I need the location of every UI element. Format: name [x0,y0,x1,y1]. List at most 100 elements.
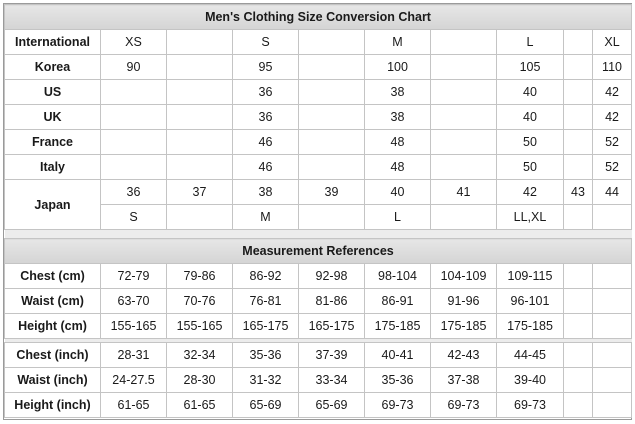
table-body: Men's Clothing Size Conversion Chart Int… [3,4,633,418]
table-cell: 50 [496,129,564,155]
measurement-title: Measurement References [3,238,633,264]
table-cell: 70-76 [166,288,233,314]
japan-row-numbers: Japan 36 37 38 39 40 41 42 43 44 [4,179,633,230]
table-cell: 109-115 [496,263,564,289]
table-cell: 65-69 [298,392,365,418]
table-cell: XS [100,29,167,55]
row-label: France [4,129,101,155]
table-cell: 69-73 [364,392,431,418]
row-label: Height (cm) [4,313,101,339]
table-cell: 33-34 [298,367,365,393]
size-row: International XS S M L XL [4,29,633,55]
table-cell: 86-92 [232,263,299,289]
table-cell: M [364,29,431,55]
size-conversion-chart: Men's Clothing Size Conversion Chart Int… [3,3,633,420]
table-cell: 91-96 [430,288,497,314]
table-cell [591,342,633,368]
row-label: Japan [4,179,101,230]
row-label: UK [4,104,101,130]
table-cell [591,204,633,230]
table-cell [563,342,593,368]
inch-row: Waist (inch) 24-27.5 28-30 31-32 33-34 35-36 3… [4,367,633,393]
table-cell [298,204,365,230]
table-cell: 43 [563,179,593,205]
table-cell: 155-165 [100,313,167,339]
table-cell [563,288,593,314]
cm-row: Height (cm) 155-165 155-165 165-175 165-175 1… [4,313,633,339]
table-cell [563,79,593,105]
table-cell: 52 [591,129,633,155]
title-row: Men's Clothing Size Conversion Chart [3,4,633,30]
table-cell: 38 [364,79,431,105]
table-cell: 155-165 [166,313,233,339]
table-cell [591,313,633,339]
table-cell: 95 [232,54,299,80]
measurement-header-row: Measurement References [3,238,633,264]
table-cell: LL,XL [496,204,564,230]
table-cell: 105 [496,54,564,80]
row-label: Waist (cm) [4,288,101,314]
table-cell: 44 [591,179,633,205]
table-cell [591,367,633,393]
table-cell [563,367,593,393]
table-cell: 37-39 [298,342,365,368]
table-cell: L [364,204,431,230]
table-cell: 69-73 [430,392,497,418]
table-cell [298,104,365,130]
table-cell: 72-79 [100,263,167,289]
row-label: International [4,29,101,55]
size-row: Italy 46 48 50 52 [4,154,633,180]
table-cell: 36 [232,104,299,130]
table-cell: 35-36 [364,367,431,393]
table-cell: 175-185 [364,313,431,339]
cm-row: Chest (cm) 72-79 79-86 86-92 92-98 98-104 104-… [4,263,633,289]
table-cell [298,29,365,55]
row-label: Height (inch) [4,392,101,418]
table-cell [430,104,497,130]
table-cell [298,129,365,155]
size-row: UK 36 38 40 42 [4,104,633,130]
table-cell: 76-81 [232,288,299,314]
table-cell: S [232,29,299,55]
table-cell: 90 [100,54,167,80]
table-cell: 165-175 [298,313,365,339]
row-label: Chest (cm) [4,263,101,289]
table-cell [298,154,365,180]
table-cell: 42 [591,104,633,130]
table-cell [563,104,593,130]
table-cell [100,129,167,155]
table-cell [430,54,497,80]
inch-row: Height (inch) 61-65 61-65 65-69 65-69 69-73 69… [4,392,633,418]
table-cell: XL [591,29,633,55]
table-cell [166,204,233,230]
table-cell [563,204,593,230]
table-cell [430,29,497,55]
spacer-row [4,229,632,239]
table-cell: 175-185 [430,313,497,339]
table-cell: 35-36 [232,342,299,368]
table-cell: 63-70 [100,288,167,314]
inch-row: Chest (inch) 28-31 32-34 35-36 37-39 40-41 42-… [4,342,633,368]
table-cell: 69-73 [496,392,564,418]
table-cell: 40 [364,179,431,205]
table-cell [166,104,233,130]
table-cell: 40 [496,104,564,130]
table-cell: 42-43 [430,342,497,368]
table-cell: 96-101 [496,288,564,314]
table-cell [591,392,633,418]
table-cell: 175-185 [496,313,564,339]
table-cell: 37 [166,179,233,205]
table-cell [430,154,497,180]
table-cell [563,29,593,55]
table-cell [430,79,497,105]
table-cell: 38 [232,179,299,205]
size-table: Men's Clothing Size Conversion Chart Int… [3,4,633,418]
table-cell [100,154,167,180]
spacer [4,229,632,239]
table-cell [298,54,365,80]
table-cell [563,154,593,180]
table-cell: 165-175 [232,313,299,339]
row-label: US [4,79,101,105]
table-cell: 28-30 [166,367,233,393]
table-cell [591,263,633,289]
